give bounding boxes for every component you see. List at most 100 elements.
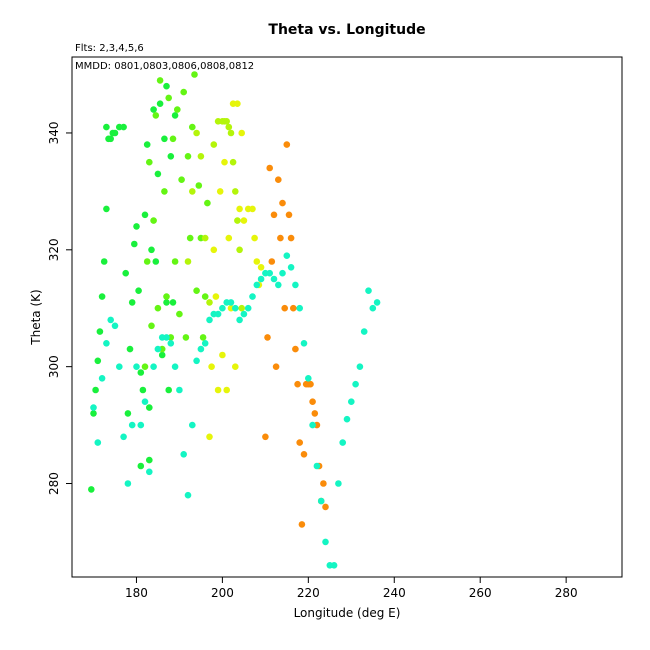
y-tick-label: 300 — [47, 355, 61, 378]
data-point — [206, 433, 213, 441]
data-point — [292, 281, 299, 289]
data-point — [206, 316, 213, 324]
data-point — [257, 264, 265, 271]
data-point — [152, 112, 160, 119]
data-point — [94, 439, 102, 446]
data-point — [128, 421, 136, 429]
data-point — [103, 123, 110, 131]
data-point — [141, 398, 149, 406]
data-point — [152, 258, 160, 265]
data-point — [330, 562, 338, 569]
data-point — [189, 421, 196, 429]
data-point — [167, 153, 175, 160]
data-point — [223, 118, 230, 125]
x-tick-label: 260 — [469, 586, 492, 600]
data-point — [156, 77, 164, 84]
data-point — [223, 386, 230, 394]
data-point — [126, 345, 134, 353]
data-point — [270, 275, 278, 283]
data-point — [229, 158, 237, 166]
data-point — [120, 433, 127, 441]
data-point — [141, 363, 149, 371]
data-point — [214, 310, 222, 318]
data-point — [219, 304, 226, 312]
data-point — [343, 415, 351, 423]
series-5 — [262, 141, 329, 528]
data-point — [154, 345, 162, 353]
data-point — [219, 351, 226, 359]
data-point — [92, 386, 99, 394]
data-point — [283, 252, 291, 259]
data-point — [360, 328, 368, 335]
data-point — [227, 129, 235, 137]
data-point — [221, 158, 228, 166]
data-point — [111, 322, 119, 330]
data-point — [317, 497, 325, 505]
data-point — [373, 299, 381, 306]
data-point — [266, 269, 274, 277]
data-point — [234, 100, 241, 107]
data-point — [240, 310, 248, 318]
data-point — [154, 170, 162, 178]
data-point — [277, 234, 284, 242]
data-point — [307, 380, 314, 388]
data-point — [264, 334, 271, 341]
data-point — [161, 135, 168, 143]
data-point — [352, 380, 359, 388]
data-point — [257, 275, 265, 283]
data-point — [150, 217, 157, 224]
data-point — [206, 299, 213, 306]
data-point — [266, 164, 274, 172]
data-point — [124, 410, 132, 417]
data-point — [339, 439, 347, 446]
data-point — [107, 135, 114, 143]
data-point — [182, 334, 190, 341]
data-point — [146, 456, 153, 464]
data-point — [262, 433, 269, 441]
data-point — [270, 211, 278, 219]
data-point — [365, 287, 372, 295]
data-point — [322, 503, 329, 511]
data-point — [296, 439, 304, 446]
data-point — [236, 246, 243, 254]
data-point — [141, 211, 149, 219]
data-point — [281, 304, 289, 312]
data-point — [176, 386, 183, 394]
data-point — [369, 304, 377, 312]
data-point — [285, 211, 293, 219]
data-point — [234, 217, 241, 224]
data-point — [348, 398, 355, 406]
data-point — [296, 304, 304, 312]
data-point — [193, 129, 200, 137]
data-point — [150, 363, 157, 371]
data-point — [161, 188, 168, 195]
data-point — [290, 304, 297, 312]
data-point — [139, 386, 147, 394]
dates-annotation: MMDD: 0801,0803,0806,0808,0812 — [75, 61, 254, 72]
data-point — [133, 363, 140, 371]
data-point — [300, 451, 308, 458]
series-6 — [90, 252, 381, 569]
data-point — [98, 293, 106, 300]
x-tick-label: 240 — [383, 586, 406, 600]
data-point — [305, 375, 312, 382]
data-point — [103, 205, 110, 213]
data-point — [124, 480, 132, 487]
data-point — [197, 345, 205, 353]
y-axis-label: Theta (K) — [29, 289, 43, 345]
data-point — [294, 380, 301, 388]
data-point — [143, 258, 151, 265]
data-point — [116, 363, 123, 371]
data-point — [232, 363, 239, 371]
series-3 — [184, 118, 245, 312]
data-point — [171, 258, 179, 265]
data-point — [98, 375, 106, 382]
chart-title: Theta vs. Longitude — [268, 22, 425, 38]
data-point — [184, 491, 192, 499]
data-point — [167, 340, 175, 347]
data-point — [244, 304, 252, 312]
data-point — [169, 135, 177, 143]
data-point — [292, 345, 299, 353]
data-point — [128, 299, 136, 306]
